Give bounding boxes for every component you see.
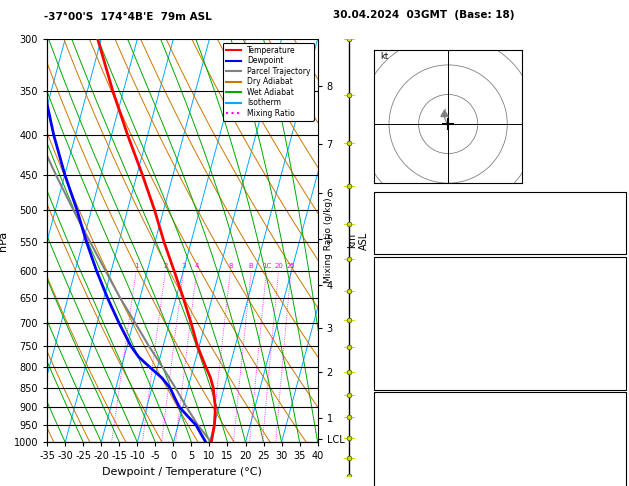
Text: K: K bbox=[377, 194, 383, 203]
Text: Pressure (mb): Pressure (mb) bbox=[377, 413, 440, 422]
Legend: Temperature, Dewpoint, Parcel Trajectory, Dry Adiabat, Wet Adiabat, Isotherm, Mi: Temperature, Dewpoint, Parcel Trajectory… bbox=[223, 43, 314, 121]
Y-axis label: km
ASL: km ASL bbox=[347, 231, 369, 250]
Text: 12: 12 bbox=[611, 194, 623, 203]
Text: PW (cm): PW (cm) bbox=[377, 233, 415, 242]
Text: CIN (J): CIN (J) bbox=[377, 369, 406, 379]
Text: Lifted Index: Lifted Index bbox=[377, 332, 431, 342]
Text: 0: 0 bbox=[617, 369, 623, 379]
Text: Totals Totals: Totals Totals bbox=[377, 213, 431, 223]
Text: 2: 2 bbox=[163, 263, 167, 269]
Text: 3: 3 bbox=[617, 450, 623, 459]
Text: 4: 4 bbox=[194, 263, 199, 269]
Text: 0: 0 bbox=[617, 351, 623, 360]
Y-axis label: hPa: hPa bbox=[0, 230, 8, 251]
Text: 30.04.2024  03GMT  (Base: 18): 30.04.2024 03GMT (Base: 18) bbox=[333, 10, 515, 20]
Text: 302: 302 bbox=[606, 314, 623, 323]
Text: 0: 0 bbox=[617, 468, 623, 477]
Text: 1C: 1C bbox=[262, 263, 271, 269]
Text: 850: 850 bbox=[606, 413, 623, 422]
Text: 49: 49 bbox=[611, 213, 623, 223]
Text: 20: 20 bbox=[274, 263, 283, 269]
Text: 1.88: 1.88 bbox=[603, 233, 623, 242]
Text: CAPE (J): CAPE (J) bbox=[377, 351, 413, 360]
Text: Temp (°C): Temp (°C) bbox=[377, 277, 422, 286]
Text: 7: 7 bbox=[617, 332, 623, 342]
Text: B: B bbox=[249, 263, 253, 269]
Text: -37°00'S  174°4B'E  79m ASL: -37°00'S 174°4B'E 79m ASL bbox=[44, 12, 212, 22]
Text: Mixing Ratio (g/kg): Mixing Ratio (g/kg) bbox=[324, 198, 333, 283]
Text: Most Unstable: Most Unstable bbox=[464, 394, 537, 403]
Text: θᴇ (K): θᴇ (K) bbox=[377, 431, 403, 440]
Text: 309: 309 bbox=[606, 431, 623, 440]
X-axis label: Dewpoint / Temperature (°C): Dewpoint / Temperature (°C) bbox=[103, 467, 262, 477]
Text: θᴇ(K): θᴇ(K) bbox=[377, 314, 400, 323]
Text: Lifted Index: Lifted Index bbox=[377, 450, 431, 459]
Text: kt: kt bbox=[380, 52, 388, 61]
Text: 9: 9 bbox=[617, 295, 623, 305]
Text: Surface: Surface bbox=[481, 259, 520, 268]
Text: 25: 25 bbox=[287, 263, 296, 269]
Text: CAPE (J): CAPE (J) bbox=[377, 468, 413, 477]
Text: 1: 1 bbox=[134, 263, 138, 269]
Text: 10.7: 10.7 bbox=[603, 277, 623, 286]
Text: 8: 8 bbox=[228, 263, 233, 269]
Text: Dewp (°C): Dewp (°C) bbox=[377, 295, 424, 305]
Text: 3: 3 bbox=[181, 263, 186, 269]
